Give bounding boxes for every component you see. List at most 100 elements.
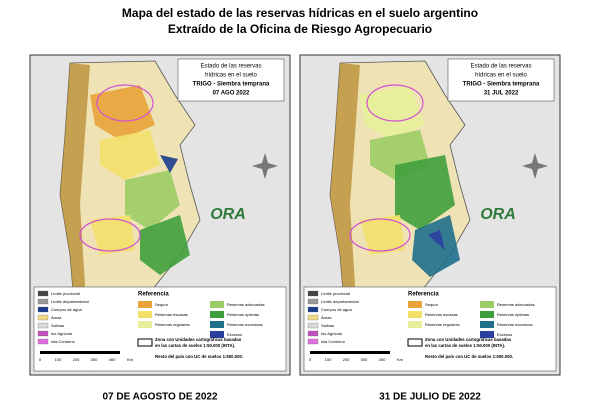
legend-text: Cuerpos de agua xyxy=(51,307,82,312)
legend-text: Reservas regulares xyxy=(425,322,460,327)
reserve-zone xyxy=(140,215,190,275)
legend-text: Reservas regulares xyxy=(155,322,190,327)
legend-note: en las cartas de suelos 1:50.000 (INTA). xyxy=(155,343,235,348)
map-caption: 07 DE AGOSTO DE 2022 xyxy=(102,392,217,403)
legend-swatch xyxy=(138,301,152,308)
reserve-zone xyxy=(125,170,180,230)
legend-text: Límite provincial xyxy=(321,291,350,296)
legend-text: Áreas xyxy=(321,315,331,320)
legend-symbol xyxy=(37,290,49,297)
scale-label: 0 xyxy=(39,357,42,362)
map-panel: Estado de las reservas hídricas en el sue… xyxy=(299,54,561,376)
info-text: 07 AGO 2022 xyxy=(213,91,250,97)
scale-label: 200 xyxy=(343,357,350,362)
legend-text: Salinas xyxy=(321,323,334,328)
legend-text: Reservas excesivas xyxy=(497,322,533,327)
logo: ORA xyxy=(210,206,246,223)
title-line-1: Mapa del estado de las reservas hídricas… xyxy=(122,6,478,20)
legend-text: Salinas xyxy=(51,323,64,328)
info-text: Estado de las reservas xyxy=(200,64,261,70)
legend-symbol xyxy=(37,306,49,313)
legend-symbol xyxy=(37,330,49,337)
compass xyxy=(522,153,548,179)
logo: ORA xyxy=(480,206,516,223)
legend-swatch xyxy=(210,321,224,328)
legend-text: Reservas adecuadas xyxy=(227,302,265,307)
scale-label: 300 xyxy=(361,357,368,362)
legend-symbol xyxy=(307,290,319,297)
info-text: hídricas en el suelo xyxy=(475,73,527,79)
reserve-zone xyxy=(90,85,155,140)
legend-swatch xyxy=(408,301,422,308)
legend-note: Resto del país con UC de suelos 1:500.00… xyxy=(155,354,243,359)
title-line-2: Extraído de la Oficina de Riesgo Agropec… xyxy=(168,22,432,36)
agri-zone xyxy=(349,218,411,252)
legend-heading: Referencia xyxy=(408,292,439,298)
legend-swatch xyxy=(480,331,494,338)
legend-text: Excesos xyxy=(497,332,512,337)
map-caption: 31 DE JULIO DE 2022 xyxy=(379,392,481,403)
info-text: hídricas en el suelo xyxy=(205,73,257,79)
scale-label: 300 xyxy=(91,357,98,362)
legend-text: Excesos xyxy=(227,332,242,337)
legend-symbol xyxy=(307,314,319,321)
legend-symbol xyxy=(37,298,49,305)
legend-swatch xyxy=(138,321,152,328)
legend-text: Iso Agrícola xyxy=(321,331,343,336)
scale-label: Km xyxy=(127,357,134,362)
info-text: Estado de las reservas xyxy=(470,64,531,70)
legend-text: Áreas xyxy=(51,315,61,320)
legend-heading: Referencia xyxy=(138,292,169,298)
reserve-zone xyxy=(360,215,405,255)
legend-symbol xyxy=(37,338,49,345)
legend-text: Sequía xyxy=(155,302,168,307)
mountain-zone xyxy=(60,63,90,315)
legend-swatch xyxy=(480,311,494,318)
legend-swatch xyxy=(138,311,152,318)
scale-label: 400 xyxy=(379,357,386,362)
legend-note: en las cartas de suelos 1:50.000 (INTA). xyxy=(425,343,505,348)
legend-text: Límite departamental xyxy=(51,299,89,304)
legend-symbol xyxy=(307,322,319,329)
agri-zone xyxy=(96,84,154,122)
legend-text: Reservas adecuadas xyxy=(497,302,535,307)
legend-text: Cuerpos de agua xyxy=(321,307,352,312)
scale-bar xyxy=(40,351,120,354)
agri-zone xyxy=(366,84,424,122)
legend-text: Iso Agrícola xyxy=(51,331,73,336)
legend-text: Isla Contorno xyxy=(51,339,76,344)
legend-symbol xyxy=(307,330,319,337)
legend-text: Reservas óptimas xyxy=(497,312,529,317)
reserve-zone xyxy=(160,155,178,173)
legend-text: Reservas escasas xyxy=(155,312,188,317)
legend-text: Límite provincial xyxy=(51,291,80,296)
legend-note: Resto del país con UC de suelos 1:500.00… xyxy=(425,354,513,359)
reserve-zone xyxy=(90,215,135,255)
reserve-zone xyxy=(395,155,455,230)
legend-swatch xyxy=(210,311,224,318)
legend-swatch xyxy=(408,321,422,328)
legend-symbol xyxy=(307,306,319,313)
legend-text: Sequía xyxy=(425,302,438,307)
legend-text: Reservas óptimas xyxy=(227,312,259,317)
reserve-zone xyxy=(428,230,445,250)
legend-swatch xyxy=(480,301,494,308)
legend-text: Reservas escasas xyxy=(425,312,458,317)
legend-swatch xyxy=(480,321,494,328)
reserve-zone xyxy=(100,130,160,180)
info-box xyxy=(447,58,555,102)
scale-label: 200 xyxy=(73,357,80,362)
legend-swatch xyxy=(137,338,153,347)
legend-box xyxy=(33,286,287,372)
info-text: TRIGO - Siembra temprana xyxy=(193,82,270,88)
info-text: 31 JUL 2022 xyxy=(484,91,519,97)
legend-note: Zona con Unidades cartográficas basadas xyxy=(155,337,242,342)
reserve-zone xyxy=(360,85,425,140)
info-text: TRIGO - Siembra temprana xyxy=(463,82,540,88)
reserve-zone xyxy=(412,215,460,277)
legend-symbol xyxy=(37,314,49,321)
legend-box xyxy=(303,286,557,372)
scale-label: 100 xyxy=(325,357,332,362)
scale-label: 100 xyxy=(55,357,62,362)
